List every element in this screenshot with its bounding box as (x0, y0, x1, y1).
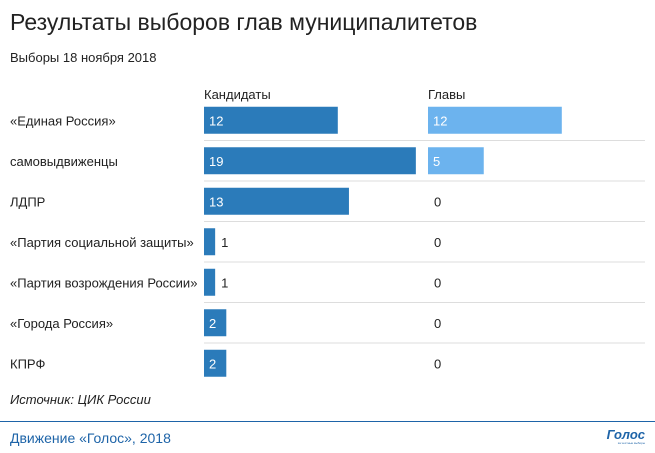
column-header-candidates: Кандидаты (204, 87, 271, 102)
data-label: 19 (209, 154, 223, 169)
data-label: 0 (434, 275, 441, 290)
data-label: 12 (433, 113, 447, 128)
chart-title: Результаты выборов глав муниципалитетов (10, 9, 478, 35)
category-label: «Города Россия» (10, 316, 113, 331)
bar (204, 268, 216, 296)
bar (204, 309, 227, 337)
footer-divider (0, 421, 655, 422)
bar (204, 187, 349, 215)
bar (428, 106, 562, 134)
data-label: 2 (209, 356, 216, 371)
data-label: 0 (434, 356, 441, 371)
logo-wordmark: Голос (606, 427, 645, 442)
data-label: 13 (209, 194, 223, 209)
data-label: 1 (221, 235, 228, 250)
footer-credit: Движение «Голос», 2018 (10, 430, 171, 446)
data-label: 2 (209, 316, 216, 331)
category-label: «Партия социальной защиты» (10, 235, 194, 250)
data-label: 5 (433, 154, 440, 169)
bar (204, 228, 216, 256)
data-label: 12 (209, 113, 223, 128)
bar (204, 147, 416, 175)
column-header-heads: Главы (428, 87, 466, 102)
category-label: КПРФ (10, 356, 45, 371)
category-label: «Единая Россия» (10, 113, 116, 128)
bar (428, 147, 484, 175)
data-label: 1 (221, 275, 228, 290)
logo-tagline: за честные выборы (617, 441, 645, 445)
data-label: 0 (434, 235, 441, 250)
category-label: «Партия возрождения России» (10, 275, 197, 290)
category-label: ЛДПР (10, 194, 45, 209)
bar (204, 349, 227, 377)
category-label: самовыдвиженцы (10, 154, 118, 169)
data-label: 0 (434, 194, 441, 209)
data-label: 0 (434, 316, 441, 331)
chart-subtitle: Выборы 18 ноября 2018 (10, 50, 157, 65)
source-note: Источник: ЦИК России (10, 392, 151, 407)
golos-logo: Голос за честные выборы (605, 428, 645, 448)
bar (204, 106, 338, 134)
